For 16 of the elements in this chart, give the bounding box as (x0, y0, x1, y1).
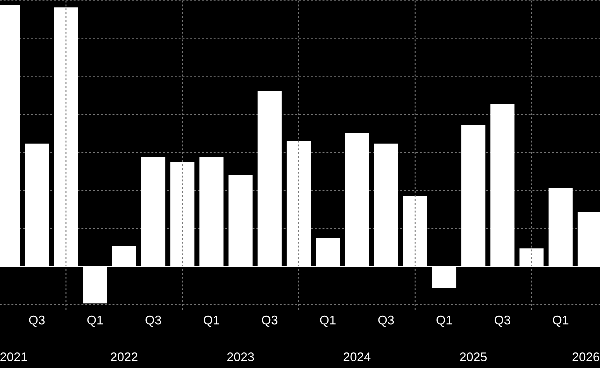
text: 2026 (572, 352, 600, 362)
text: 2022 (111, 352, 138, 362)
x-tick-label: Q1 (320, 316, 336, 327)
text: 2021 (0, 352, 28, 362)
text: 2024 (344, 352, 371, 362)
x-tick-label: Q1 (204, 316, 220, 327)
text: 2023 (228, 352, 254, 362)
x-tick-label: Q3 (146, 316, 162, 327)
x-tick-label: Q3 (262, 316, 278, 327)
x-tick-label: Q3 (494, 316, 510, 327)
x-tick-label: Q3 (29, 316, 45, 327)
x-tick-label: Q1 (436, 316, 452, 327)
text: 2025 (460, 352, 487, 362)
x-tick-label: Q3 (378, 316, 394, 327)
x-tick-label: Q1 (88, 316, 104, 327)
x-tick-label: Q1 (553, 316, 569, 327)
